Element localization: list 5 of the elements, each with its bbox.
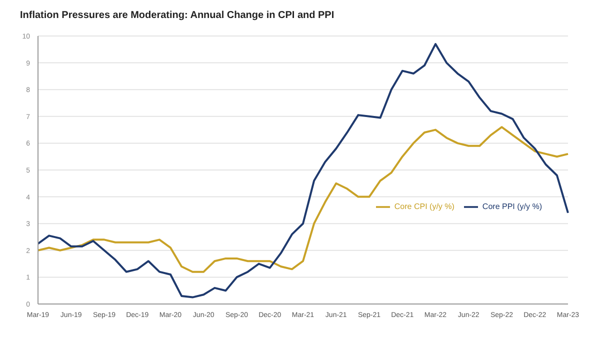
line-series (37, 43, 569, 298)
legend-label: Core PPI (y/y %) (482, 202, 542, 212)
chart-title: Inflation Pressures are Moderating: Annual Change in CPI and PPI (19, 9, 336, 23)
line-series (37, 126, 569, 273)
legend-label: Core CPI (y/y %) (394, 202, 454, 212)
